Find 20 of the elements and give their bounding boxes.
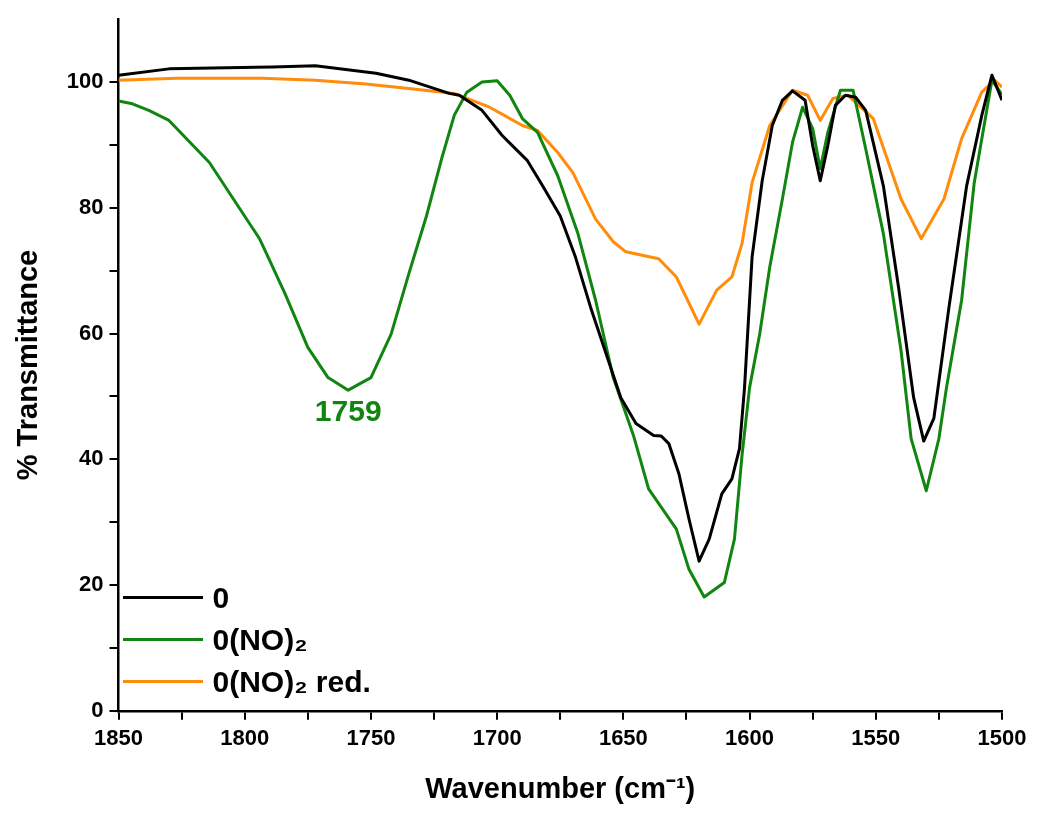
x-tick-label: 1800 [220, 725, 270, 751]
y-tick-label: 60 [79, 319, 104, 345]
y-tick-label: 100 [66, 68, 104, 94]
legend-label: 0(NO)₂ [212, 622, 308, 657]
legend-label: 0(NO)₂ red. [212, 664, 371, 699]
legend-label: 0 [212, 580, 230, 615]
x-tick-label: 1700 [472, 725, 522, 751]
y-axis-title: % Transmittance [11, 249, 44, 481]
y-tick-label: 40 [79, 445, 104, 471]
x-tick-label: 1550 [851, 725, 901, 751]
annotation: 1759 [314, 394, 382, 428]
y-tick-label: 0 [91, 696, 104, 722]
x-tick-label: 1650 [598, 725, 648, 751]
x-tick-label: 1850 [94, 725, 143, 751]
x-tick-label: 1500 [977, 725, 1027, 751]
x-tick-label: 1750 [346, 725, 396, 751]
y-tick-label: 80 [79, 193, 104, 219]
x-axis-title: Wavenumber (cm⁻¹) [425, 771, 696, 804]
y-tick-label: 20 [79, 571, 104, 597]
x-tick-label: 1600 [725, 725, 775, 751]
